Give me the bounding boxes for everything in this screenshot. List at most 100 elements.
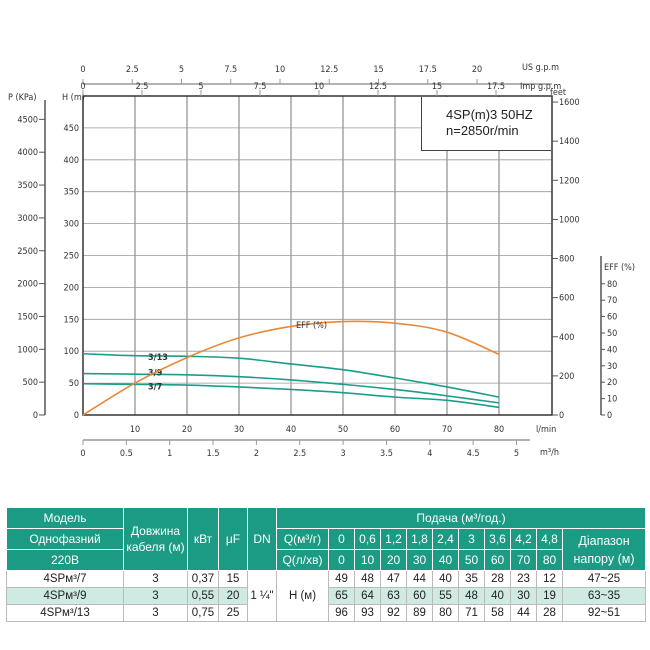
impgpm-tick-label: 10: [314, 82, 324, 92]
feet-axis-label: feet: [550, 88, 566, 98]
head-curve-3-13: [82, 352, 500, 398]
x-tick-label: 80: [494, 425, 504, 435]
flow-m3h-value: 1,2: [380, 528, 407, 550]
uf-cell: 20: [218, 587, 248, 605]
head-value-cell: 93: [354, 604, 381, 622]
kw-cell: 0,75: [187, 604, 219, 622]
x-tick-label: 70: [442, 425, 452, 435]
h-tick-label: 200: [64, 283, 79, 293]
x-tick-label: 30: [234, 425, 244, 435]
feet-tick-label: 1600: [559, 98, 580, 108]
cable-cell: 3: [123, 587, 188, 605]
pressure-tick-label: 3500: [17, 181, 38, 191]
header-q-m3: Q(м³/г): [276, 528, 329, 550]
cable-cell: 3: [123, 604, 188, 622]
usgpm-tick-label: 5: [179, 65, 184, 75]
head-curve-3-7: [82, 382, 500, 409]
model-cell: 4SPм³/9: [6, 587, 124, 605]
impgpm-axis-label: Imp g.p.m: [520, 82, 561, 92]
feet-tick-label: 1400: [559, 137, 580, 147]
feet-tick-label: 200: [559, 372, 574, 382]
flow-lmin-value: 40: [432, 549, 459, 571]
m3h-tick-label: 3.5: [380, 449, 393, 459]
kw-cell: 0,37: [187, 570, 219, 588]
h-tick-label: 400: [64, 156, 79, 166]
h-tick-label: 300: [64, 220, 79, 230]
uf-cell: 25: [218, 604, 248, 622]
eff-curve: [82, 320, 500, 416]
flow-lmin-value: 30: [406, 549, 433, 571]
header-kw: кВт: [187, 507, 219, 571]
flow-m3h-value: 2,4: [432, 528, 459, 550]
head-value-cell: 44: [406, 570, 433, 588]
usgpm-tick-label: 15: [373, 65, 383, 75]
uf-cell: 15: [218, 570, 248, 588]
impgpm-tick-label: 15: [432, 82, 442, 92]
cable-cell: 3: [123, 570, 188, 588]
m3h-tick-label: 0.5: [120, 449, 133, 459]
head-value-cell: 92: [380, 604, 407, 622]
eff-tick-label: 70: [607, 296, 617, 306]
pressure-tick-label: 2500: [17, 247, 38, 257]
feet-tick-label: 600: [559, 294, 574, 304]
pump-spec-table: Модель Довжина кабеля (м) кВт μF DN Пода…: [6, 507, 646, 622]
header-dn: DN: [247, 507, 277, 571]
m3h-tick-label: 1: [167, 449, 172, 459]
head-value-cell: 80: [432, 604, 459, 622]
eff-tick-label: 30: [607, 362, 617, 372]
head-value-cell: 28: [484, 570, 511, 588]
model-frequency-label: 4SP(m)3 50HZ: [446, 107, 533, 122]
head-value-cell: 49: [328, 570, 355, 588]
m3h-axis-label: m³/h: [540, 448, 559, 458]
usgpm-tick-label: 7.5: [224, 65, 237, 75]
flow-m3h-value: 3: [458, 528, 485, 550]
head-value-cell: 71: [458, 604, 485, 622]
usgpm-axis-label: US g.p.m: [522, 63, 559, 73]
impgpm-tick-label: 2.5: [136, 82, 149, 92]
pressure-tick-label: 1000: [17, 345, 38, 355]
m3h-tick-label: 2.5: [293, 449, 306, 459]
eff-tick-label: 0: [607, 411, 612, 421]
head-value-cell: 55: [432, 587, 459, 605]
feet-tick-label: 800: [559, 255, 574, 265]
impgpm-tick-label: 7.5: [254, 82, 267, 92]
header-model: Модель: [6, 507, 124, 529]
m3h-tick-label: 4.5: [467, 449, 480, 459]
curve-label: 3/13: [148, 353, 168, 363]
m3h-tick-label: 5: [514, 449, 519, 459]
table-row: 4SPм³/9 3 0,55 20 65 64 63 60 55 48 40 30 19 63~35: [6, 587, 646, 605]
m3h-tick-label: 4: [427, 449, 432, 459]
eff-tick-label: 80: [607, 280, 617, 290]
feet-tick-label: 1200: [559, 176, 580, 186]
m3h-tick-label: 0: [80, 449, 85, 459]
eff-tick-label: 10: [607, 395, 617, 405]
x-tick-label: 50: [338, 425, 348, 435]
x-axis-label: l/min: [536, 425, 556, 435]
pressure-tick-label: 3000: [17, 214, 38, 224]
pressure-tick-label: 2000: [17, 280, 38, 290]
h-tick-label: 450: [64, 124, 79, 134]
flow-m3h-value: 4,2: [510, 528, 537, 550]
flow-lmin-value: 70: [510, 549, 537, 571]
h-tick-label: 250: [64, 252, 79, 262]
head-value-cell: 64: [354, 587, 381, 605]
x-tick-label: 40: [286, 425, 296, 435]
head-value-cell: 89: [406, 604, 433, 622]
m3h-tick-label: 1.5: [207, 449, 220, 459]
impgpm-tick-label: 0: [80, 82, 85, 92]
flow-m3h-value: 0: [328, 528, 355, 550]
header-q-l: Q(л/хв): [276, 549, 329, 571]
table-row: 4SPм³/13 3 0,75 25 96 93 92 89 80 71 58 44 28 92~51: [6, 604, 646, 622]
m3h-tick-label: 3: [341, 449, 346, 459]
flow-lmin-value: 0: [328, 549, 355, 571]
head-value-cell: 12: [536, 570, 563, 588]
flow-m3h-value: 3,6: [484, 528, 511, 550]
feet-tick-label: 0: [559, 411, 564, 421]
range-cell: 47~25: [562, 570, 646, 588]
head-value-cell: 65: [328, 587, 355, 605]
eff-tick-label: 60: [607, 313, 617, 323]
plot-frame: [82, 95, 553, 416]
head-value-cell: 23: [510, 570, 537, 588]
pressure-tick-label: 4000: [17, 148, 38, 158]
chart-info-box: 4SP(m)3 50HZ n=2850r/min: [421, 97, 551, 151]
